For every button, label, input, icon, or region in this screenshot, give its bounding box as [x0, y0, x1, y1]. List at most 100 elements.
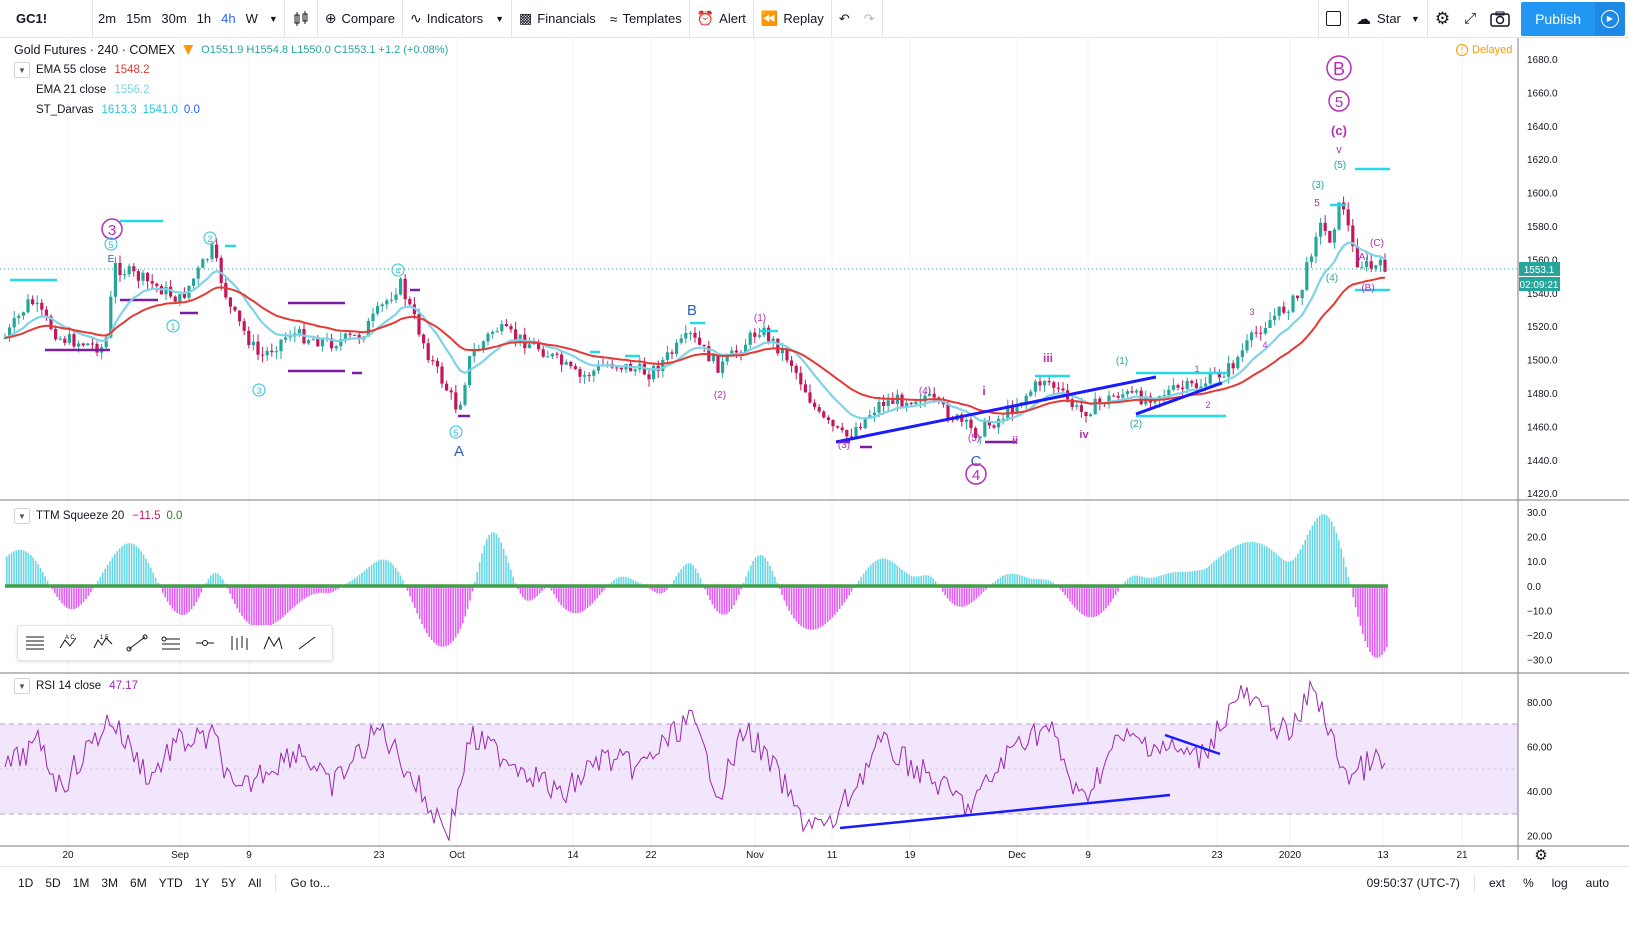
ttm-bar — [356, 576, 358, 586]
elliott-wave-tool[interactable]: 1 5 — [86, 626, 120, 660]
candle-body — [127, 266, 131, 275]
ttm-bar — [781, 586, 783, 595]
log-toggle[interactable]: log — [1551, 875, 1568, 890]
ttm-bar — [788, 586, 790, 611]
ttm-bar — [315, 586, 318, 594]
range-1D[interactable]: 1D — [18, 875, 34, 890]
range-5D[interactable]: 5D — [45, 875, 61, 890]
ttm-bar — [274, 586, 277, 623]
ttm-bar — [270, 586, 272, 626]
ttm-bar — [786, 586, 788, 606]
collapse-icon[interactable]: ▼ — [14, 62, 30, 78]
candle-body — [1167, 389, 1171, 396]
candle-body — [279, 339, 283, 352]
range-1M[interactable]: 1M — [72, 875, 90, 890]
ttm-bar — [901, 569, 903, 586]
delayed-badge[interactable]: ! Delayed — [1456, 44, 1512, 56]
range-6M[interactable]: 6M — [130, 875, 147, 890]
divider — [830, 0, 832, 38]
percent-toggle[interactable]: % — [1522, 875, 1534, 890]
collapse-icon[interactable]: ▼ — [14, 508, 30, 524]
trend-angle-tool[interactable] — [120, 626, 154, 660]
fib-retracement-tool[interactable] — [18, 626, 52, 660]
bars-pattern-tool[interactable] — [222, 626, 256, 660]
range-YTD[interactable]: YTD — [158, 875, 183, 890]
interval-15m[interactable]: 15m — [126, 11, 152, 26]
range-1Y[interactable]: 1Y — [194, 875, 210, 890]
interval-dropdown-icon[interactable]: ▼ — [268, 13, 278, 24]
symbol-search[interactable]: GC1! — [16, 11, 48, 26]
publish-button[interactable]: Publish — [1521, 1, 1595, 36]
trend-line-tool[interactable] — [290, 626, 324, 660]
candle-body — [767, 327, 771, 342]
templates-button[interactable]: ≈ Templates — [603, 0, 689, 38]
divider — [688, 0, 690, 38]
indicators-button[interactable]: ∿ Indicators ▼ — [403, 0, 511, 38]
horizontal-ray-tool[interactable] — [188, 626, 222, 660]
ttm-bar — [183, 586, 186, 615]
ttm-bar — [968, 586, 970, 605]
redo-button[interactable]: ↷ — [857, 0, 882, 38]
ttm-bar — [577, 586, 579, 614]
ttm-bar — [1345, 567, 1347, 586]
range-3M[interactable]: 3M — [101, 875, 119, 890]
legend-ema21-row[interactable]: EMA 21 close 1556.2 — [14, 80, 448, 100]
ttm-bar — [258, 586, 260, 628]
legend-ema55-row[interactable]: ▼ EMA 55 close 1548.2 — [14, 60, 448, 80]
wave-label-major-5: 5 — [1335, 94, 1343, 111]
ttm-bar — [109, 561, 111, 586]
alarm-clock-icon: ⏰ — [696, 10, 715, 26]
ttm-bar — [1112, 586, 1114, 599]
ema55-label: EMA 55 close — [36, 64, 107, 76]
interval-1h[interactable]: 1h — [196, 11, 212, 26]
ext-toggle[interactable]: ext — [1488, 875, 1505, 890]
legend-darvas-row[interactable]: ST_Darvas 1613.3 1541.0 0.0 — [14, 100, 448, 120]
compare-label: Compare — [341, 11, 395, 26]
snapshot-button[interactable] — [1483, 0, 1517, 38]
candle-style-button[interactable] — [285, 0, 317, 38]
financials-button[interactable]: ▩ Financials — [512, 0, 603, 38]
alert-button[interactable]: ⏰ Alert — [690, 0, 753, 38]
interval-W[interactable]: W — [245, 11, 258, 26]
candle-body — [1369, 261, 1373, 269]
goto-button[interactable]: Go to... — [290, 875, 330, 890]
wave-label-c5b: 5 — [453, 428, 458, 438]
interval-4h[interactable]: 4h — [221, 11, 236, 26]
fullscreen-layout-button[interactable] — [1319, 0, 1348, 38]
compare-button[interactable]: ⊕ Compare — [318, 0, 402, 38]
legend-rsi-row[interactable]: ▼ RSI 14 close 47.17 — [14, 676, 138, 696]
collapse-icon[interactable]: ▼ — [14, 678, 30, 694]
replay-button[interactable]: ⏪ Replay — [754, 0, 831, 38]
time-zone-clock[interactable]: 09:50:37 (UTC-7) — [1366, 875, 1460, 890]
ttm-bar — [1230, 548, 1232, 586]
range-All[interactable]: All — [248, 875, 262, 890]
ttm-bar — [481, 553, 483, 586]
wave-circle — [391, 263, 405, 277]
layout-menu-button[interactable]: ☁ Star ▼ — [1349, 0, 1427, 38]
abc-pattern-tool[interactable]: A C — [52, 626, 86, 660]
divider — [752, 0, 754, 38]
ttm-bar — [1316, 518, 1318, 586]
undo-button[interactable]: ↶ — [832, 0, 857, 38]
chart-area[interactable]: B 5 (c) v (5) (3) 5 (C) (A) (4) (B) 3 5 … — [0, 38, 1629, 860]
publish-video-button[interactable]: ▶ — [1595, 1, 1625, 36]
candle-body — [504, 324, 508, 327]
legend-ttm-row[interactable]: ▼ TTM Squeeze 20 −11.5 0.0 — [14, 506, 182, 526]
candle-body — [8, 327, 12, 338]
ttm-bar — [310, 586, 313, 595]
auto-toggle[interactable]: auto — [1585, 875, 1609, 890]
interval-2m[interactable]: 2m — [98, 11, 117, 26]
fullscreen-button[interactable]: ⤢ — [1457, 0, 1483, 38]
ttm-bar — [721, 586, 723, 615]
ttm-bar — [524, 586, 526, 600]
settings-button[interactable]: ⚙ — [1428, 0, 1457, 38]
xabcd-pattern-tool[interactable] — [256, 626, 290, 660]
chart-canvas[interactable]: B 5 (c) v (5) (3) 5 (C) (A) (4) (B) 3 5 … — [0, 38, 1629, 860]
range-5Y[interactable]: 5Y — [221, 875, 237, 890]
channel-tool[interactable] — [154, 626, 188, 660]
interval-30m[interactable]: 30m — [161, 11, 187, 26]
ttm-value-1: −11.5 — [132, 510, 161, 522]
wave-labels: B 5 (c) v (5) (3) 5 (C) (A) (4) (B) 3 5 … — [101, 55, 1384, 485]
candle-body — [86, 343, 90, 346]
candle-body — [1098, 398, 1102, 403]
